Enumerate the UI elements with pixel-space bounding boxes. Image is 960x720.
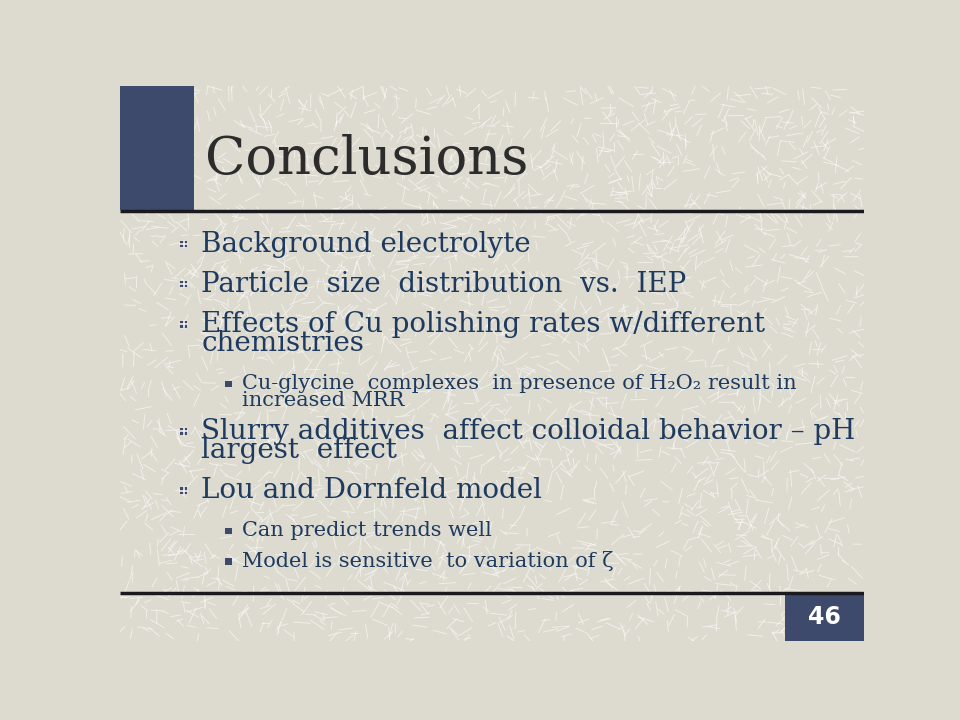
Bar [180,281,187,287]
Bar [785,593,864,641]
Text: Conclusions: Conclusions [205,134,529,185]
Text: Lou and Dornfeld model: Lou and Dornfeld model [202,477,542,504]
Text: Slurry additives  affect colloidal behavior – pH: Slurry additives affect colloidal behavi… [202,418,855,445]
Text: Can predict trends well: Can predict trends well [243,521,492,540]
Text: 46: 46 [808,605,841,629]
Bar [120,86,194,210]
Bar [180,241,187,248]
Text: largest  effect: largest effect [202,437,397,464]
Bar [180,487,187,494]
Text: Effects of Cu polishing rates w/different: Effects of Cu polishing rates w/differen… [202,311,765,338]
Bar [226,381,231,387]
Text: chemistries: chemistries [202,330,364,357]
Text: Particle  size  distribution  vs.  IEP: Particle size distribution vs. IEP [202,271,686,298]
Text: Cu-glycine  complexes  in presence of H₂O₂ result in: Cu-glycine complexes in presence of H₂O₂… [243,374,797,393]
Bar [180,321,187,328]
Bar [226,559,231,564]
Bar [226,528,231,534]
Text: increased MRR: increased MRR [243,391,405,410]
Text: Model is sensitive  to variation of ζ: Model is sensitive to variation of ζ [243,552,614,572]
Bar [180,428,187,435]
Text: Background electrolyte: Background electrolyte [202,230,531,258]
